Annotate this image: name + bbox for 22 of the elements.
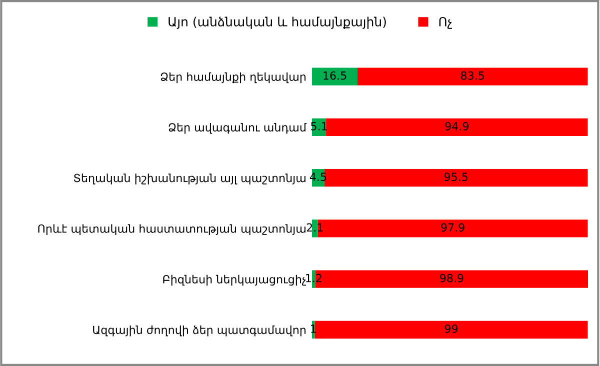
data-label: 98.9 — [440, 274, 464, 282]
bar — [357, 68, 588, 86]
bar — [314, 320, 588, 339]
y-tick-label: Որևէ պետական հաստատության պաշտոնյա — [38, 224, 306, 235]
data-label: 99 — [444, 324, 458, 333]
legend-label: Այո (անձնական և համայնքային) — [168, 16, 386, 29]
y-tick-label: Ազգային ժողովի ձեր պատգամավոր — [93, 325, 306, 336]
data-label: 97.9 — [441, 223, 464, 232]
data-label: 83.5 — [460, 71, 484, 80]
y-tick-label: Ձեր ավագանու անդամ — [168, 122, 307, 134]
legend-label: Ոչ — [439, 16, 452, 29]
data-label: 16.5 — [324, 71, 346, 80]
y-tick-label: Ձեր համայնքի ղեկավար — [160, 72, 306, 84]
data-label: 2.1 — [306, 223, 323, 232]
y-tick-label: Բիզնեսի ներկայացուցիչ — [163, 274, 306, 286]
data-label: 1.2 — [306, 274, 322, 282]
data-label: 95.5 — [444, 172, 468, 182]
y-tick-label: Տեղական իշխանության այլ պաշտոնյա — [74, 174, 306, 184]
data-label: 94.9 — [445, 122, 468, 130]
bar — [324, 168, 588, 187]
bar — [326, 118, 588, 136]
bar — [312, 68, 358, 86]
